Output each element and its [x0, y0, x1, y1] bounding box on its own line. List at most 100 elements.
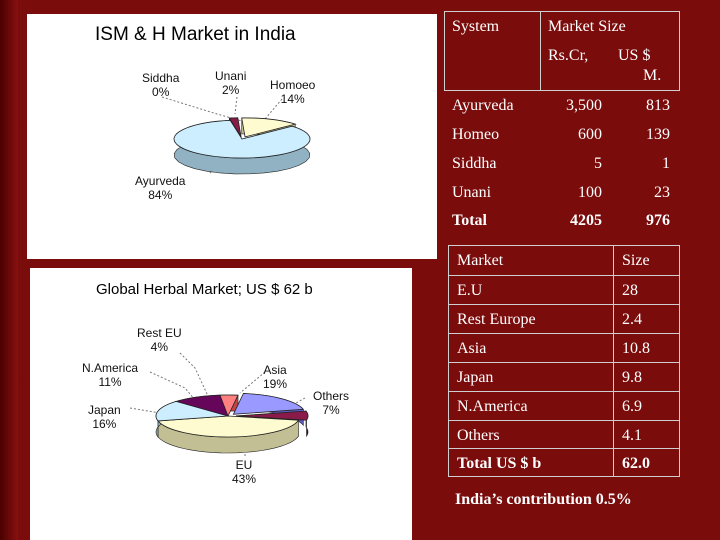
row-market: N.America — [457, 398, 528, 415]
total-label: Total US $ b — [457, 455, 542, 472]
row-system: Unani — [452, 184, 492, 201]
row-market: Rest Europe — [457, 311, 536, 328]
herbal-chart-title: Global Herbal Market; US $ 62 b — [96, 281, 313, 298]
herbal-pie-svg — [129, 352, 309, 456]
row-market: Japan — [457, 369, 494, 386]
label-homoeo-pct: 14% — [280, 92, 305, 106]
row-rs: 100 — [578, 184, 602, 201]
label-siddha-name: Siddha — [142, 71, 180, 85]
row-market: Others — [457, 427, 500, 444]
leader-line-unani — [234, 96, 238, 115]
row-us: 813 — [646, 97, 670, 114]
table-border — [448, 420, 680, 421]
header-us-line1: US $ — [618, 47, 651, 64]
pie-slice-japan — [155, 400, 229, 422]
label-eu-pct: 43% — [232, 472, 257, 486]
label-rest-eu-pct: 4% — [150, 340, 169, 354]
row-size: 9.8 — [622, 369, 642, 386]
row-us: 139 — [646, 126, 670, 143]
table-border — [444, 11, 445, 91]
total-size: 62.0 — [622, 455, 650, 472]
leader-line-siddha — [161, 96, 243, 122]
leader-line-namerica — [149, 371, 196, 401]
table-border — [448, 245, 680, 246]
label-asia: Asia 19% — [263, 363, 287, 391]
label-namerica-pct: 11% — [98, 375, 122, 389]
header-size: Size — [622, 252, 650, 269]
table-border — [679, 245, 680, 477]
pie-slice-eu — [157, 415, 300, 438]
table-border — [448, 476, 680, 477]
label-siddha: Siddha 0% — [142, 71, 179, 99]
row-us: 23 — [654, 184, 670, 201]
label-others-pct: 7% — [322, 403, 340, 417]
label-ayurveda-name: Ayurveda — [135, 174, 186, 188]
label-unani-name: Unani — [215, 69, 247, 83]
label-asia-name: Asia — [263, 363, 287, 377]
leader-line-japan — [129, 407, 161, 414]
pie-slice-unani — [228, 117, 242, 137]
herbal-pie — [155, 393, 309, 454]
row-system: Ayurveda — [452, 97, 514, 114]
pie-slice-asia — [232, 393, 305, 415]
ism-pie-svg — [161, 96, 311, 175]
row-market: E.U — [457, 282, 483, 299]
leader-line-rest-eu — [179, 352, 209, 397]
ism-market-chart-panel: ISM & H Market in India Siddha 0% Unani … — [27, 14, 437, 259]
india-contribution-note: India’s contribution 0.5% — [455, 491, 632, 508]
label-japan-name: Japan — [88, 403, 121, 417]
total-label: Total — [452, 212, 487, 229]
table-border — [679, 11, 680, 91]
row-system: Siddha — [452, 155, 497, 172]
header-market-size: Market Size — [548, 18, 626, 35]
left-border-decoration — [0, 0, 18, 540]
header-rs-cr: Rs.Cr, — [548, 47, 589, 64]
label-asia-pct: 19% — [263, 377, 288, 391]
table-border — [448, 245, 449, 477]
header-market: Market — [457, 252, 504, 269]
row-size: 2.4 — [622, 311, 642, 328]
row-system: Homeo — [452, 126, 500, 143]
row-market: Asia — [457, 340, 487, 357]
row-rs: 3,500 — [566, 97, 602, 114]
ism-chart-title: ISM & H Market in India — [95, 24, 296, 45]
label-ayurveda: Ayurveda 84% — [135, 174, 185, 202]
row-size: 6.9 — [622, 398, 642, 415]
label-japan-pct: 16% — [92, 417, 117, 431]
table-border — [444, 90, 680, 91]
pie-slice-others — [235, 410, 309, 421]
table-border — [448, 362, 680, 363]
label-others-name: Others — [313, 389, 350, 403]
table-border — [448, 304, 680, 305]
label-unani-pct: 2% — [222, 83, 240, 97]
herbal-market-chart-panel: Global Herbal Market; US $ 62 b Rest EU … — [30, 268, 412, 540]
pie-slice-ayurveda — [173, 119, 311, 159]
table-border — [448, 333, 680, 334]
label-homoeo: Homoeo 14% — [270, 78, 315, 106]
pie-slice-homoeo — [241, 117, 297, 138]
label-eu-name: EU — [235, 458, 253, 472]
label-siddha-pct: 0% — [152, 85, 170, 99]
label-homoeo-name: Homoeo — [270, 78, 316, 92]
header-us-line2: M. — [643, 67, 662, 84]
table-border — [448, 448, 680, 449]
label-ayurveda-pct: 84% — [148, 188, 173, 202]
label-unani: Unani 2% — [215, 69, 246, 97]
table-border — [540, 11, 541, 91]
header-system: System — [452, 18, 500, 35]
leader-line-asia — [239, 371, 266, 394]
label-rest-eu: Rest EU 4% — [137, 326, 182, 354]
row-us: 1 — [662, 155, 670, 172]
total-us: 976 — [646, 212, 670, 229]
table-border — [444, 11, 680, 12]
label-namerica-name: N.America — [82, 361, 139, 375]
table-border — [613, 245, 614, 477]
label-namerica: N.America 11% — [82, 361, 138, 389]
row-size: 10.8 — [622, 340, 650, 357]
total-rs: 4205 — [570, 212, 602, 229]
row-size: 28 — [622, 282, 638, 299]
pie-slice-rest-eu — [219, 394, 239, 418]
label-rest-eu-name: Rest EU — [137, 326, 182, 340]
row-rs: 600 — [578, 126, 602, 143]
label-eu: EU 43% — [232, 458, 256, 486]
